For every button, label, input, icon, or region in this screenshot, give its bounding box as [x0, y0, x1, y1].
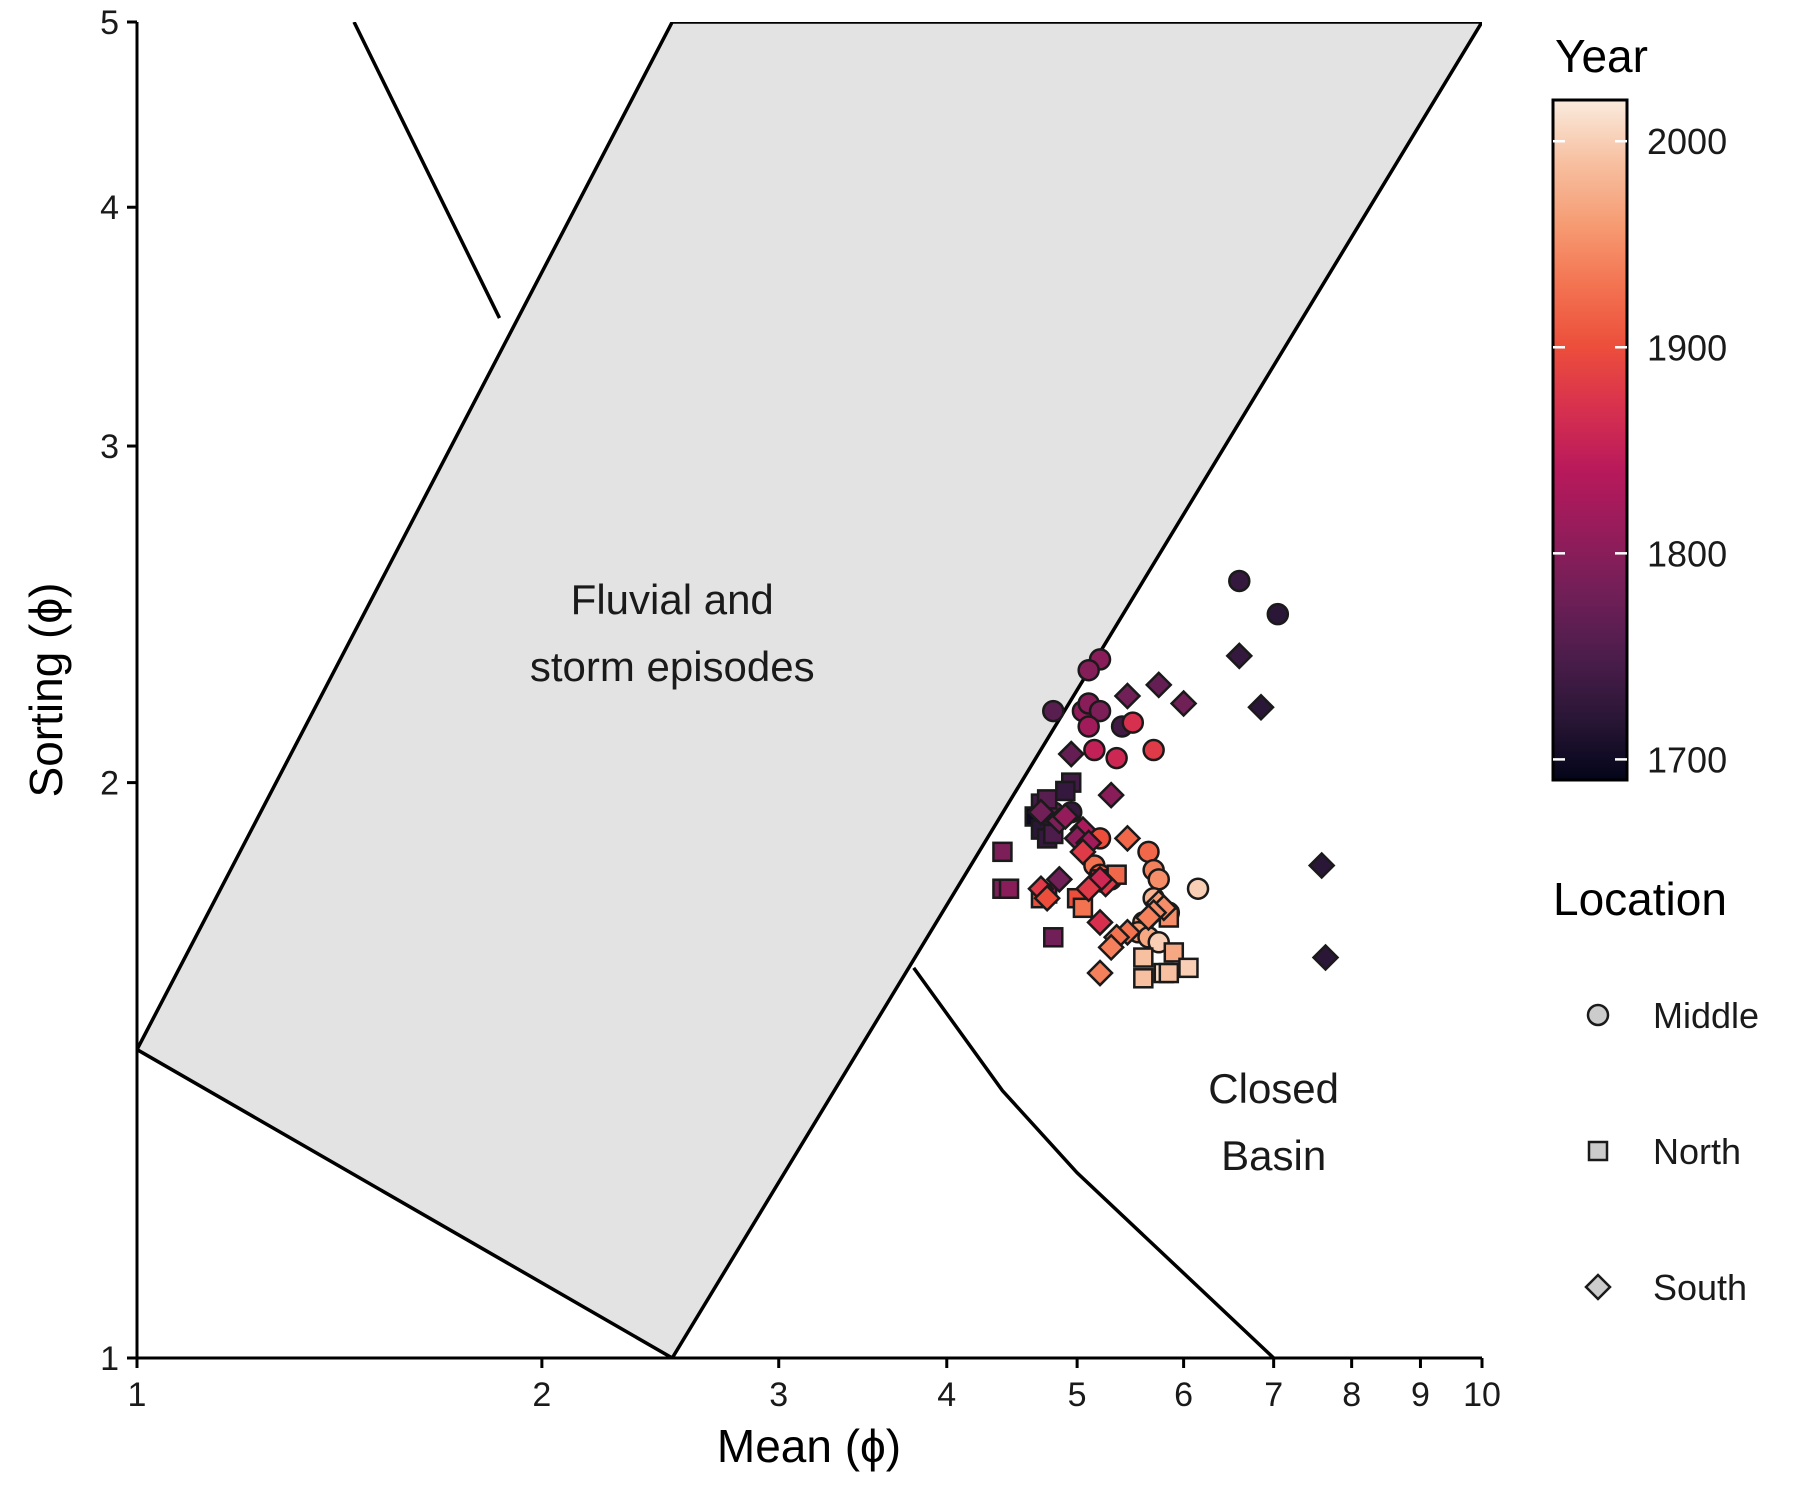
data-point [1266, 602, 1290, 626]
y-tick-label: 1 [100, 1340, 119, 1378]
data-point [1121, 711, 1145, 734]
data-point [1163, 942, 1185, 963]
data-point [1133, 968, 1154, 989]
colorbar-ticks: 1700 1800 1900 2000 [1553, 121, 1727, 780]
legend-key-circle [1586, 1003, 1610, 1027]
data-point [1033, 884, 1061, 912]
data-point-layer [992, 569, 1340, 989]
data-point [1158, 962, 1180, 984]
y-axis-title: Sorting (ϕ) [20, 583, 72, 798]
data-point [1088, 699, 1112, 723]
data-point [998, 878, 1020, 899]
colorbar-tick-label: 2000 [1647, 121, 1727, 162]
data-point [1077, 658, 1100, 682]
legend-label-north: North [1653, 1131, 1741, 1172]
data-point [1144, 671, 1173, 699]
data-point [1186, 877, 1210, 900]
data-point [1105, 746, 1128, 770]
legend-label-south: South [1653, 1267, 1747, 1308]
x-tick-label: 7 [1264, 1376, 1283, 1414]
data-point [1228, 569, 1251, 593]
x-tick-label: 4 [937, 1376, 956, 1414]
x-axis-title: Mean (ϕ) [717, 1420, 901, 1472]
data-point [1027, 798, 1055, 826]
x-tick-label: 5 [1068, 1376, 1087, 1414]
colorbar-fill [1551, 98, 1629, 782]
data-point [1055, 780, 1076, 802]
region-layer [137, 22, 1482, 1358]
x-tick-label: 6 [1174, 1376, 1193, 1414]
data-point [1225, 642, 1254, 670]
region-label-line: Basin [1221, 1132, 1326, 1179]
y-tick-label: 4 [100, 189, 119, 227]
colorbar-tick-label: 1900 [1647, 327, 1727, 368]
location-legend: Location Middle North South [1553, 873, 1759, 1308]
data-point [1097, 933, 1125, 962]
x-ticks: 1 2 3 4 5 6 7 8 9 10 [128, 1358, 1501, 1414]
colorbar-title: Year [1555, 30, 1648, 82]
region-label-line: Closed [1208, 1065, 1339, 1112]
legend-label-middle: Middle [1653, 995, 1759, 1036]
data-point [1051, 802, 1080, 831]
region-label-0: Fluvial and storm episodes [530, 576, 815, 690]
data-point [1045, 865, 1074, 894]
data-point [1042, 699, 1065, 723]
data-point [1147, 868, 1171, 891]
data-point [1113, 682, 1142, 710]
legend-key-diamond [1584, 1273, 1612, 1301]
y-tick-label: 2 [100, 765, 119, 803]
x-tick-label: 10 [1463, 1376, 1501, 1414]
data-point [1178, 957, 1199, 979]
data-point [1307, 851, 1336, 880]
data-point [1113, 824, 1142, 853]
series-south [1027, 642, 1340, 987]
data-point [1083, 738, 1106, 762]
y-tick-label: 5 [100, 4, 119, 42]
boundary-line-1 [912, 966, 1275, 1358]
location-legend-title: Location [1553, 873, 1727, 925]
data-point [1134, 903, 1163, 932]
year-colorbar: Year 1700 1800 1900 2000 [1551, 30, 1727, 782]
data-point [1069, 838, 1097, 866]
boundary-line-0 [352, 22, 502, 319]
legend-key-square [1587, 1140, 1609, 1162]
data-point [1086, 908, 1114, 937]
axes: 1 2 3 4 5 6 7 8 9 10 1 2 3 4 5 [100, 4, 1501, 1414]
data-point [1057, 740, 1086, 768]
colorbar-tick-label: 1700 [1647, 739, 1727, 780]
data-point [992, 841, 1013, 863]
data-point [1074, 874, 1103, 903]
location-legend-items: Middle North South [1584, 995, 1759, 1308]
data-point [1142, 738, 1165, 762]
y-ticks: 1 2 3 4 5 [100, 4, 137, 1378]
colorbar-tick-label: 1800 [1647, 533, 1727, 574]
series-north [992, 772, 1199, 989]
region-label-line: Fluvial and [571, 576, 774, 623]
data-point [1247, 693, 1275, 722]
data-point [1077, 715, 1100, 738]
x-tick-label: 2 [532, 1376, 551, 1414]
data-point [1311, 943, 1340, 972]
region-label-layer: Fluvial and storm episodes Closed Basin [530, 576, 1339, 1179]
x-tick-label: 8 [1342, 1376, 1361, 1414]
data-point [1133, 947, 1154, 968]
region-label-line: storm episodes [530, 643, 815, 690]
data-point [1072, 897, 1094, 919]
region-polygon-0 [137, 22, 1482, 1358]
data-point [1086, 959, 1114, 987]
region-label-1: Closed Basin [1208, 1065, 1339, 1179]
data-point [1097, 781, 1125, 809]
y-tick-label: 3 [100, 428, 119, 466]
data-point [1137, 840, 1160, 864]
x-tick-label: 1 [128, 1376, 147, 1414]
data-point [1169, 689, 1198, 718]
x-tick-label: 9 [1411, 1376, 1430, 1414]
data-point [1043, 927, 1064, 948]
boundary-line-layer [352, 22, 1275, 1358]
x-tick-label: 3 [769, 1376, 788, 1414]
